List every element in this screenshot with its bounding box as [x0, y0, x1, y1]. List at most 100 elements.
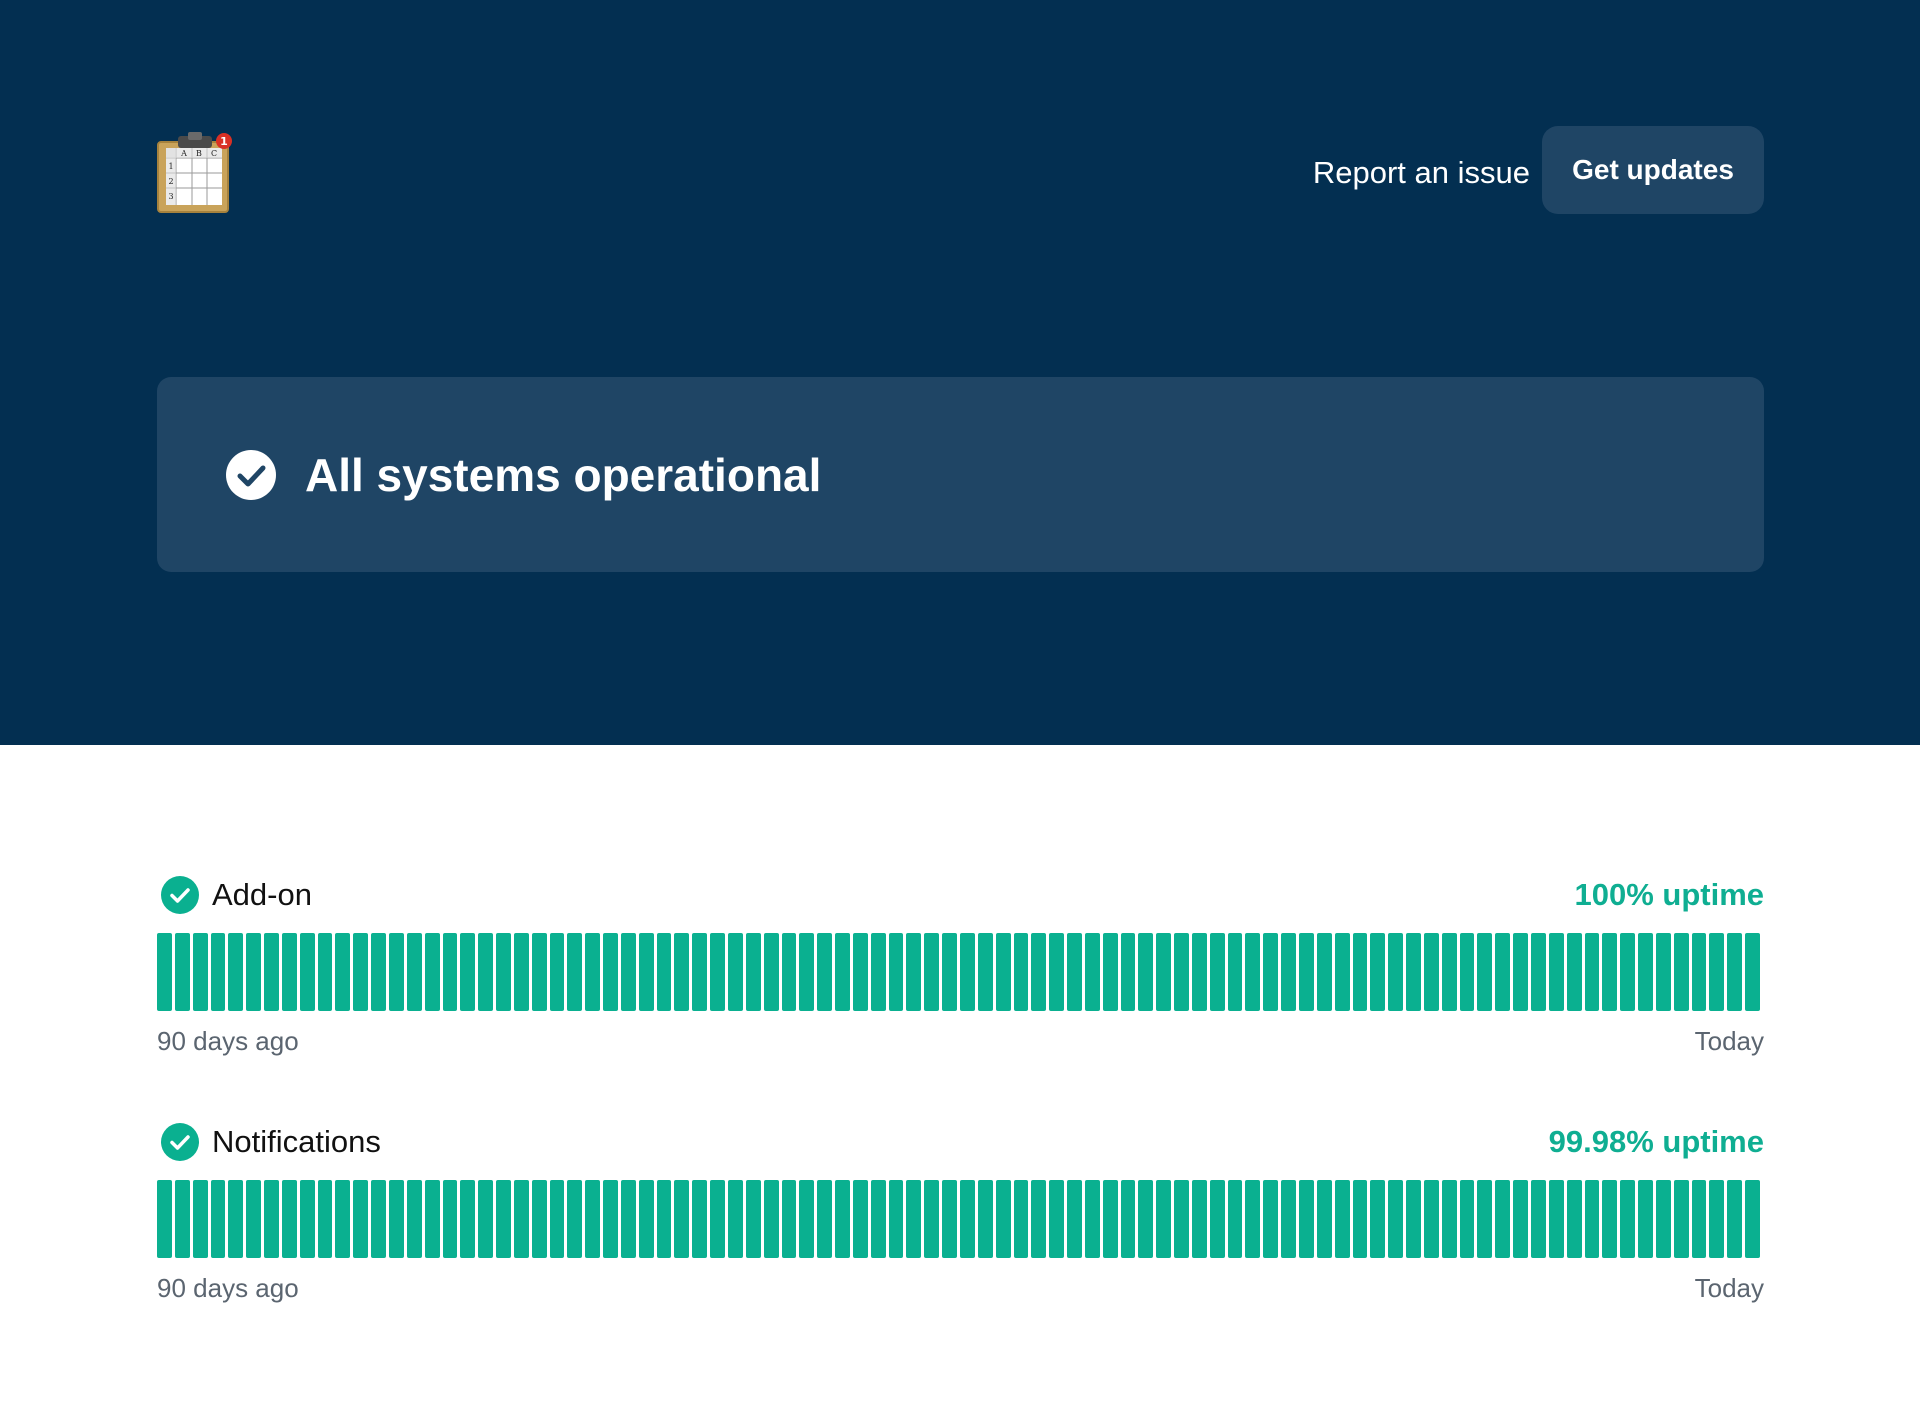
uptime-day-bar[interactable]: [174, 933, 190, 1011]
uptime-day-bar[interactable]: [460, 1180, 476, 1258]
uptime-day-bar[interactable]: [157, 933, 172, 1011]
uptime-day-bar[interactable]: [264, 1180, 279, 1258]
uptime-day-bar[interactable]: [317, 1180, 333, 1258]
uptime-day-bar[interactable]: [692, 933, 708, 1011]
uptime-day-bar[interactable]: [781, 1180, 797, 1258]
uptime-day-bar[interactable]: [317, 933, 333, 1011]
uptime-day-bar[interactable]: [656, 1180, 672, 1258]
uptime-day-bar[interactable]: [1423, 933, 1439, 1011]
uptime-day-bar[interactable]: [835, 933, 850, 1011]
report-issue-link[interactable]: Report an issue: [1312, 155, 1530, 190]
uptime-day-bar[interactable]: [1691, 1180, 1707, 1258]
uptime-day-bar[interactable]: [603, 933, 618, 1011]
uptime-day-bar[interactable]: [496, 1180, 511, 1258]
get-updates-button[interactable]: Get updates: [1542, 126, 1764, 214]
uptime-day-bar[interactable]: [1263, 1180, 1279, 1258]
uptime-day-bar[interactable]: [281, 1180, 297, 1258]
uptime-day-bar[interactable]: [1388, 933, 1404, 1011]
uptime-day-bar[interactable]: [1174, 1180, 1189, 1258]
uptime-day-bar[interactable]: [959, 1180, 975, 1258]
uptime-day-bar[interactable]: [638, 1180, 654, 1258]
uptime-day-bar[interactable]: [852, 1180, 868, 1258]
uptime-day-bar[interactable]: [246, 1180, 262, 1258]
uptime-day-bar[interactable]: [1566, 1180, 1582, 1258]
uptime-day-bar[interactable]: [1102, 933, 1118, 1011]
uptime-day-bar[interactable]: [1495, 933, 1511, 1011]
uptime-day-bar[interactable]: [1727, 1180, 1743, 1258]
uptime-day-bar[interactable]: [1316, 933, 1332, 1011]
uptime-day-bar[interactable]: [1602, 1180, 1618, 1258]
uptime-day-bar[interactable]: [192, 933, 208, 1011]
uptime-day-bar[interactable]: [1334, 1180, 1350, 1258]
uptime-day-bar[interactable]: [585, 1180, 601, 1258]
uptime-day-bar[interactable]: [888, 1180, 904, 1258]
uptime-day-bar[interactable]: [1191, 1180, 1207, 1258]
uptime-day-bar[interactable]: [585, 933, 601, 1011]
uptime-day-bar[interactable]: [1459, 1180, 1475, 1258]
uptime-day-bar[interactable]: [442, 1180, 458, 1258]
uptime-day-bar[interactable]: [852, 933, 868, 1011]
uptime-day-bar[interactable]: [995, 933, 1011, 1011]
uptime-day-bar[interactable]: [406, 1180, 422, 1258]
uptime-day-bar[interactable]: [549, 933, 565, 1011]
uptime-day-bar[interactable]: [1049, 1180, 1065, 1258]
uptime-day-bar[interactable]: [1620, 1180, 1636, 1258]
uptime-day-bar[interactable]: [1084, 933, 1100, 1011]
uptime-day-bar[interactable]: [692, 1180, 708, 1258]
uptime-day-bar[interactable]: [406, 933, 422, 1011]
uptime-day-bar[interactable]: [549, 1180, 565, 1258]
uptime-day-bar[interactable]: [1334, 933, 1350, 1011]
uptime-day-bar[interactable]: [1495, 1180, 1511, 1258]
uptime-day-bar[interactable]: [478, 933, 494, 1011]
uptime-day-bar[interactable]: [281, 933, 297, 1011]
uptime-day-bar[interactable]: [531, 1180, 547, 1258]
uptime-day-bar[interactable]: [388, 1180, 404, 1258]
uptime-day-bar[interactable]: [264, 933, 279, 1011]
uptime-day-bar[interactable]: [710, 1180, 725, 1258]
uptime-day-bar[interactable]: [763, 933, 779, 1011]
uptime-day-bar[interactable]: [1370, 1180, 1386, 1258]
uptime-day-bar[interactable]: [228, 933, 244, 1011]
uptime-day-bar[interactable]: [496, 933, 511, 1011]
uptime-day-bar[interactable]: [567, 933, 583, 1011]
uptime-day-bar[interactable]: [371, 1180, 386, 1258]
uptime-day-bar[interactable]: [781, 933, 797, 1011]
uptime-day-bar[interactable]: [799, 933, 815, 1011]
uptime-day-bar[interactable]: [1281, 1180, 1296, 1258]
uptime-day-bar[interactable]: [603, 1180, 618, 1258]
uptime-day-bar[interactable]: [728, 1180, 743, 1258]
uptime-day-bar[interactable]: [1031, 933, 1047, 1011]
uptime-day-bar[interactable]: [924, 933, 940, 1011]
uptime-day-bar[interactable]: [442, 933, 458, 1011]
uptime-day-bar[interactable]: [620, 1180, 636, 1258]
uptime-day-bar[interactable]: [478, 1180, 494, 1258]
uptime-day-bar[interactable]: [1245, 1180, 1261, 1258]
uptime-day-bar[interactable]: [1638, 933, 1653, 1011]
uptime-day-bar[interactable]: [959, 933, 975, 1011]
uptime-day-bar[interactable]: [745, 1180, 761, 1258]
uptime-day-bar[interactable]: [567, 1180, 583, 1258]
uptime-day-bar[interactable]: [1673, 1180, 1689, 1258]
uptime-day-bar[interactable]: [1013, 933, 1029, 1011]
uptime-day-bar[interactable]: [817, 1180, 833, 1258]
uptime-day-bar[interactable]: [246, 933, 262, 1011]
uptime-day-bar[interactable]: [1477, 933, 1493, 1011]
uptime-day-bar[interactable]: [1388, 1180, 1404, 1258]
uptime-day-bar[interactable]: [388, 933, 404, 1011]
uptime-day-bar[interactable]: [674, 1180, 690, 1258]
uptime-day-bar[interactable]: [870, 1180, 886, 1258]
uptime-day-bar[interactable]: [1423, 1180, 1439, 1258]
uptime-day-bar[interactable]: [1227, 1180, 1243, 1258]
uptime-day-bar[interactable]: [1209, 933, 1225, 1011]
uptime-day-bar[interactable]: [1352, 1180, 1368, 1258]
uptime-day-bar[interactable]: [513, 1180, 529, 1258]
uptime-day-bar[interactable]: [817, 933, 833, 1011]
uptime-day-bar[interactable]: [1638, 1180, 1653, 1258]
uptime-day-bar[interactable]: [1102, 1180, 1118, 1258]
uptime-day-bar[interactable]: [1156, 933, 1172, 1011]
uptime-day-bar[interactable]: [1584, 933, 1600, 1011]
uptime-day-bar[interactable]: [710, 933, 725, 1011]
uptime-day-bar[interactable]: [1406, 1180, 1421, 1258]
uptime-day-bar[interactable]: [1548, 933, 1564, 1011]
uptime-day-bar[interactable]: [299, 1180, 315, 1258]
